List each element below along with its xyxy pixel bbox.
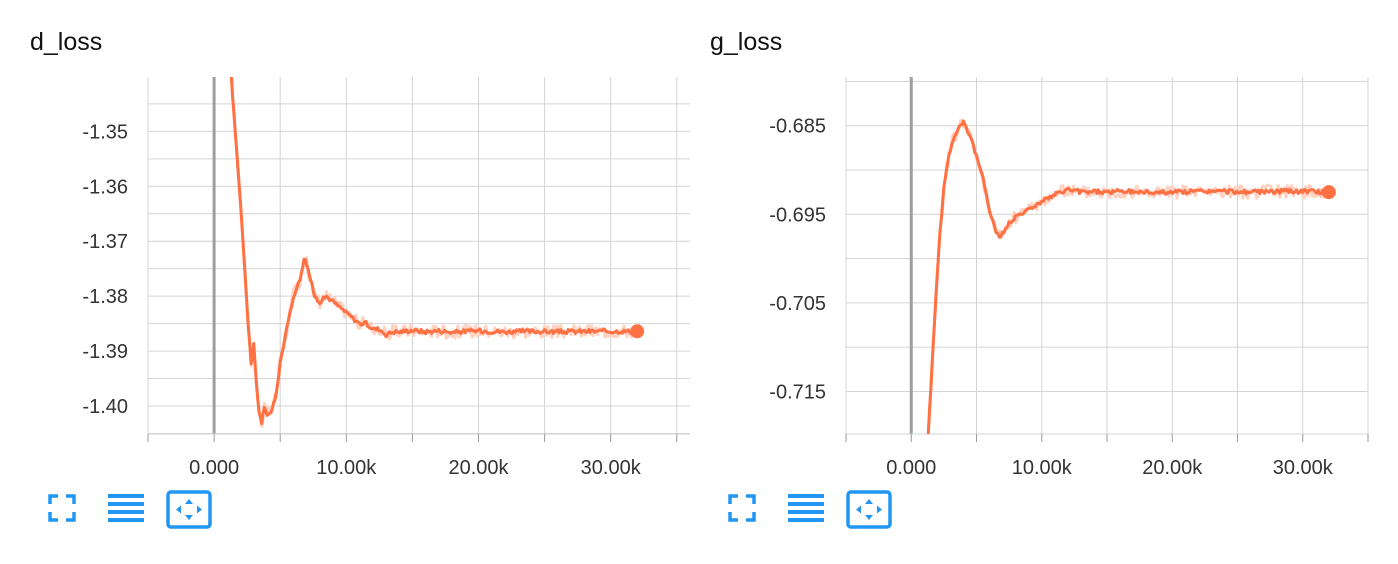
expand-icon [728, 494, 756, 522]
expand-button[interactable] [44, 490, 88, 530]
x-tick-label: 30.00k [581, 457, 642, 479]
fit-domain-button[interactable] [846, 490, 892, 530]
y-tick-label: -1.39 [82, 341, 128, 363]
expand-button[interactable] [724, 490, 768, 530]
fit-domain-icon [846, 490, 892, 529]
smoothed-series-line[interactable] [229, 75, 638, 426]
d-loss-plot[interactable]: 0.000 10.00k 20.00k 30.00k -1.35 -1.36 -1.37 -1… [0, 0, 690, 480]
y-tick-label: -1.38 [82, 286, 128, 308]
y-tick-label: -0.705 [769, 293, 826, 315]
chart-title: g_loss [710, 28, 783, 56]
raw-series-line [926, 118, 1331, 430]
chart-title: d_loss [30, 28, 103, 56]
y-tick-label: -1.35 [82, 121, 128, 143]
data-list-icon [108, 494, 144, 522]
y-tick-label: -0.685 [769, 116, 826, 138]
x-tick-label: 10.00k [316, 457, 377, 479]
data-list-button[interactable] [106, 490, 150, 530]
g-loss-card: g_loss 0.000 10.00k 20.00k 30.00k -0.685 -0.6… [700, 0, 1390, 564]
y-tick-label: -0.695 [769, 204, 826, 226]
last-point-marker[interactable] [1321, 185, 1336, 200]
x-tick-label: 10.00k [1012, 457, 1073, 479]
x-tick-label: 0.000 [189, 457, 239, 479]
x-tick-label: 20.00k [448, 457, 509, 479]
x-tick-label: 30.00k [1273, 457, 1334, 479]
g-loss-plot[interactable]: 0.000 10.00k 20.00k 30.00k -0.685 -0.695 -0.70… [700, 0, 1390, 480]
data-list-button[interactable] [786, 490, 830, 530]
smoothed-series-line[interactable] [926, 119, 1329, 436]
y-tick-label: -1.37 [82, 231, 128, 253]
data-list-icon [788, 494, 824, 522]
last-point-marker[interactable] [630, 324, 645, 339]
x-tick-label: 0.000 [886, 457, 936, 479]
y-tick-label: -1.36 [82, 176, 128, 198]
y-tick-label: -0.715 [769, 381, 826, 403]
x-tick-label: 20.00k [1142, 457, 1203, 479]
expand-icon [48, 494, 76, 522]
raw-series-line [230, 77, 639, 428]
y-tick-label: -1.40 [82, 396, 128, 418]
d-loss-card: d_loss 0.000 10.00k 20.00k 30.00k -1.35 -1.36… [0, 0, 690, 564]
fit-domain-icon [166, 490, 212, 529]
fit-domain-button[interactable] [166, 490, 212, 530]
